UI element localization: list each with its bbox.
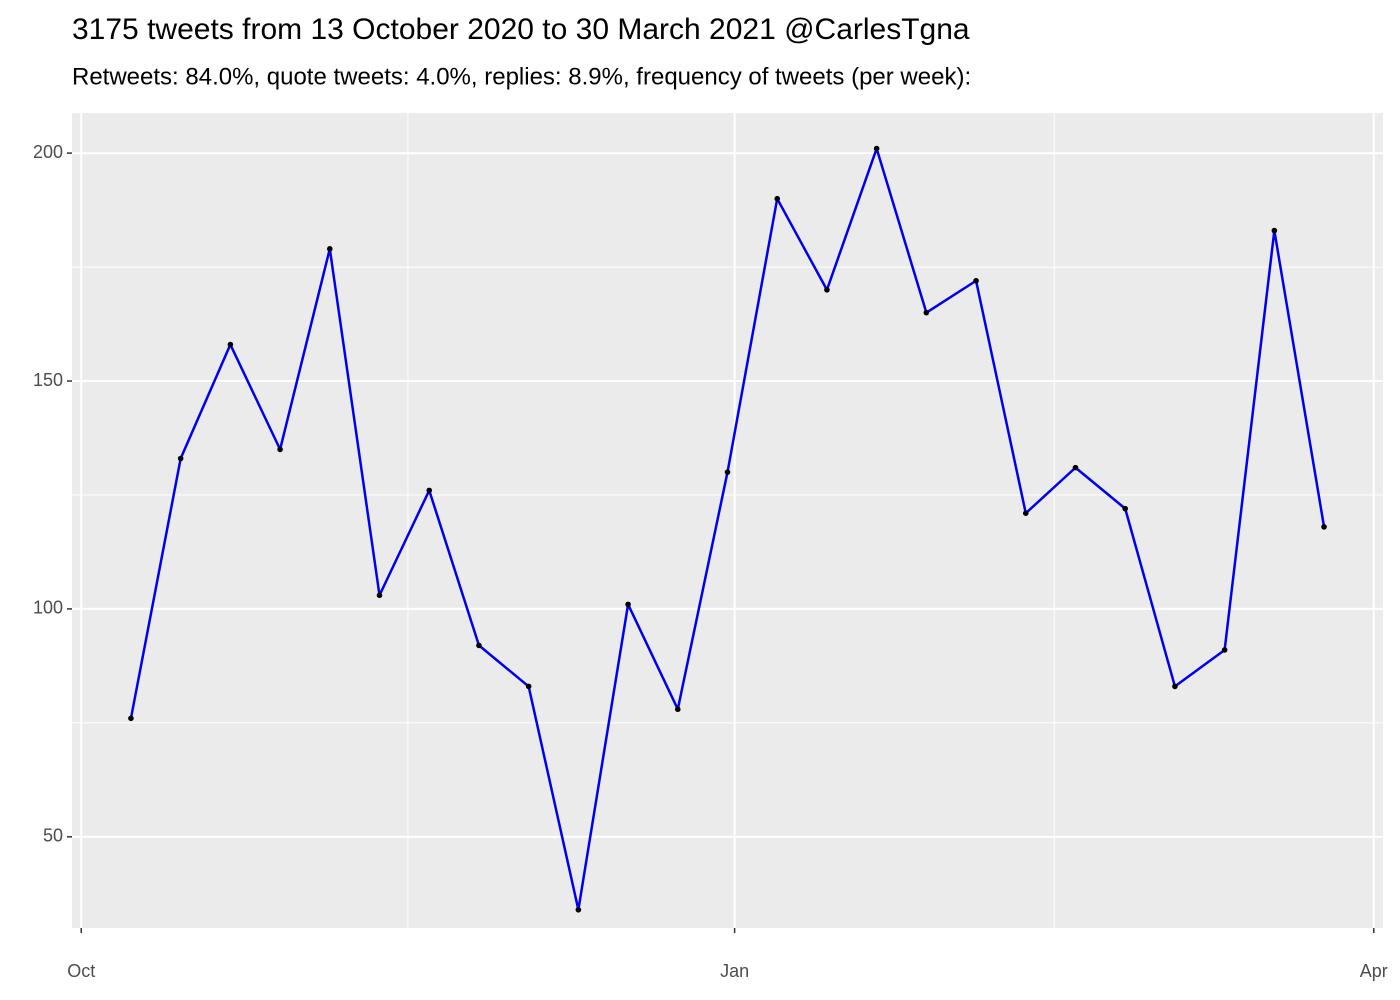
data-point (1072, 464, 1079, 471)
data-point (277, 446, 283, 453)
data-point (227, 341, 234, 348)
data-point (1172, 683, 1178, 690)
data-point (824, 287, 830, 293)
data-point (973, 277, 979, 284)
data-point (128, 715, 134, 722)
data-point (873, 145, 880, 152)
data-point (625, 601, 631, 608)
data-point (774, 195, 781, 202)
y-tick-label: 50 (43, 826, 63, 846)
data-point (923, 309, 930, 316)
data-point (674, 706, 681, 713)
chart-title: 3175 tweets from 13 October 2020 to 30 M… (72, 13, 970, 46)
data-point (426, 487, 433, 494)
data-point (177, 455, 184, 462)
y-tick-label: 150 (33, 370, 63, 390)
plot-panel (72, 113, 1383, 928)
data-point (724, 469, 731, 475)
data-point (376, 592, 383, 599)
data-point (1321, 524, 1327, 530)
data-point (525, 683, 532, 690)
data-point (575, 906, 582, 913)
y-tick-label: 200 (33, 142, 63, 162)
data-point (1122, 505, 1129, 512)
y-tick-label: 100 (33, 598, 63, 618)
data-point (326, 246, 333, 252)
x-tick-label: Apr (1360, 961, 1388, 981)
data-point (1271, 227, 1278, 234)
x-tick-label: Oct (67, 961, 95, 981)
x-tick-label: Jan (720, 961, 749, 981)
data-point (1022, 510, 1029, 517)
data-point (476, 642, 482, 649)
chart-subtitle: Retweets: 84.0%, quote tweets: 4.0%, rep… (72, 63, 971, 90)
data-point (1221, 647, 1228, 653)
